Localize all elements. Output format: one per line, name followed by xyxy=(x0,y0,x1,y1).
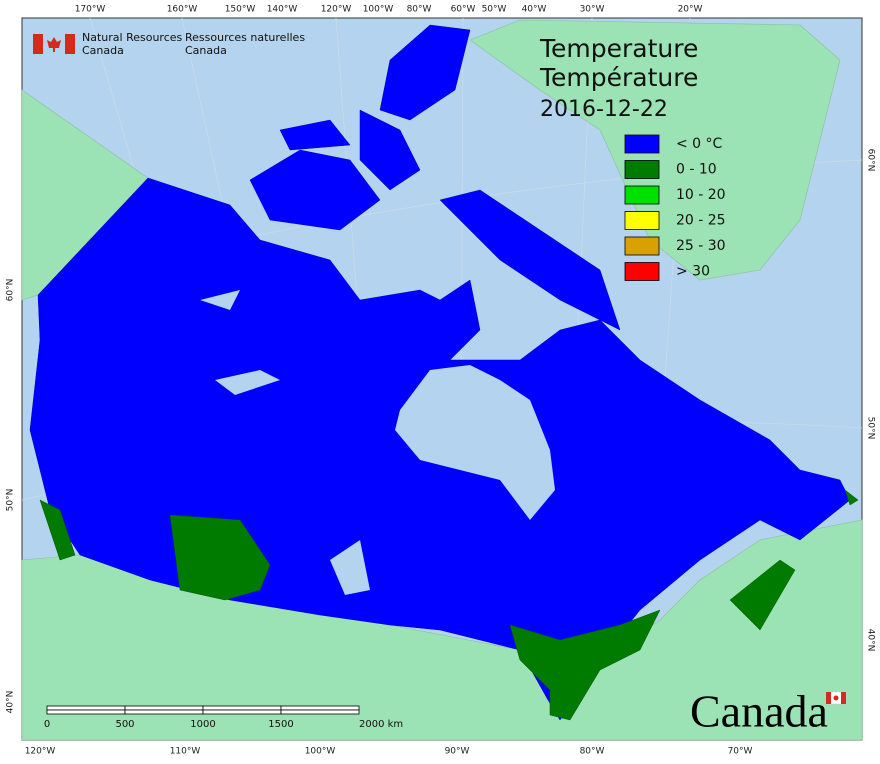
org-fr-line: Ressources naturelles xyxy=(185,31,305,44)
legend-swatch xyxy=(624,134,660,154)
scale-segment xyxy=(280,709,360,715)
scale-segment xyxy=(202,709,282,715)
scale-segment xyxy=(280,705,360,711)
latitude-label: 50°N xyxy=(6,489,16,512)
legend-label: 10 - 20 xyxy=(676,187,726,203)
latitude-label: 40°N xyxy=(6,691,16,714)
scale-label: 0 xyxy=(44,719,50,730)
longitude-label: 150°W xyxy=(225,5,256,15)
longitude-label: 70°W xyxy=(728,747,753,757)
latitude-label: 60°N xyxy=(866,149,876,172)
longitude-label: 120°W xyxy=(25,747,56,757)
scale-label: 1000 xyxy=(190,719,215,730)
legend-swatch xyxy=(624,185,660,205)
title-block: Temperature Température 2016-12-22 xyxy=(539,34,698,122)
longitude-label: 90°W xyxy=(445,747,470,757)
longitude-label: 30°W xyxy=(580,5,605,15)
scale-label: 500 xyxy=(115,719,134,730)
scale-segment xyxy=(46,705,126,711)
org-fr-line: Canada xyxy=(185,44,227,57)
longitude-label: 110°W xyxy=(170,747,201,757)
longitude-label: 20°W xyxy=(678,5,703,15)
warm-areas xyxy=(39,489,859,721)
longitude-label: 140°W xyxy=(267,5,298,15)
wordmark: Canada xyxy=(690,686,847,737)
wordmark-text: Canada xyxy=(690,686,828,737)
legend-label: < 0 °C xyxy=(676,136,723,152)
longitude-label: 100°W xyxy=(305,747,336,757)
scale-segment xyxy=(124,705,204,711)
legend-swatch xyxy=(624,160,660,179)
longitude-label: 50°W xyxy=(482,5,507,15)
scale-segment xyxy=(202,705,282,711)
scale-bar: 0 500 1000 1500 2000 km xyxy=(44,705,403,730)
longitude-label: 40°W xyxy=(522,5,547,15)
longitude-label: 80°W xyxy=(407,5,432,15)
longitude-label: 100°W xyxy=(363,5,394,15)
longitude-label: 170°W xyxy=(75,5,106,15)
title-date: 2016-12-22 xyxy=(540,97,668,122)
graticule-labels: 170°W 160°W 150°W 140°W 120°W 100°W 80°W 60°W 50… xyxy=(6,5,876,757)
longitude-label: 60°W xyxy=(451,5,476,15)
longitude-label: 160°W xyxy=(167,5,198,15)
legend-swatch xyxy=(624,262,660,281)
latitude-label: 50°N xyxy=(866,417,876,440)
legend: < 0 °C 0 - 10 10 - 20 20 - 25 25 - 30 > 30 xyxy=(624,134,726,281)
longitude-label: 80°W xyxy=(580,747,605,757)
hudson-bay xyxy=(200,290,555,595)
scale-segment xyxy=(46,709,126,715)
scale-segment xyxy=(124,709,204,715)
org-en-line: Canada xyxy=(82,44,124,57)
org-en-line: Natural Resources xyxy=(82,31,183,44)
legend-label: 20 - 25 xyxy=(676,213,726,229)
legend-swatch xyxy=(624,236,660,256)
scale-label: 2000 km xyxy=(359,719,403,730)
latitude-label: 40°N xyxy=(866,629,876,652)
legend-swatch xyxy=(624,211,660,230)
latitude-label: 60°N xyxy=(6,279,16,302)
legend-label: 0 - 10 xyxy=(676,162,717,178)
scale-label: 1500 xyxy=(268,719,293,730)
legend-label: > 30 xyxy=(676,264,710,280)
department-signature: Natural Resources Canada Ressources natu… xyxy=(82,31,305,57)
title-fr: Température xyxy=(539,63,698,92)
legend-label: 25 - 30 xyxy=(676,238,726,254)
fip-flag xyxy=(33,34,75,54)
title-en: Temperature xyxy=(539,34,698,63)
longitude-label: 120°W xyxy=(321,5,352,15)
